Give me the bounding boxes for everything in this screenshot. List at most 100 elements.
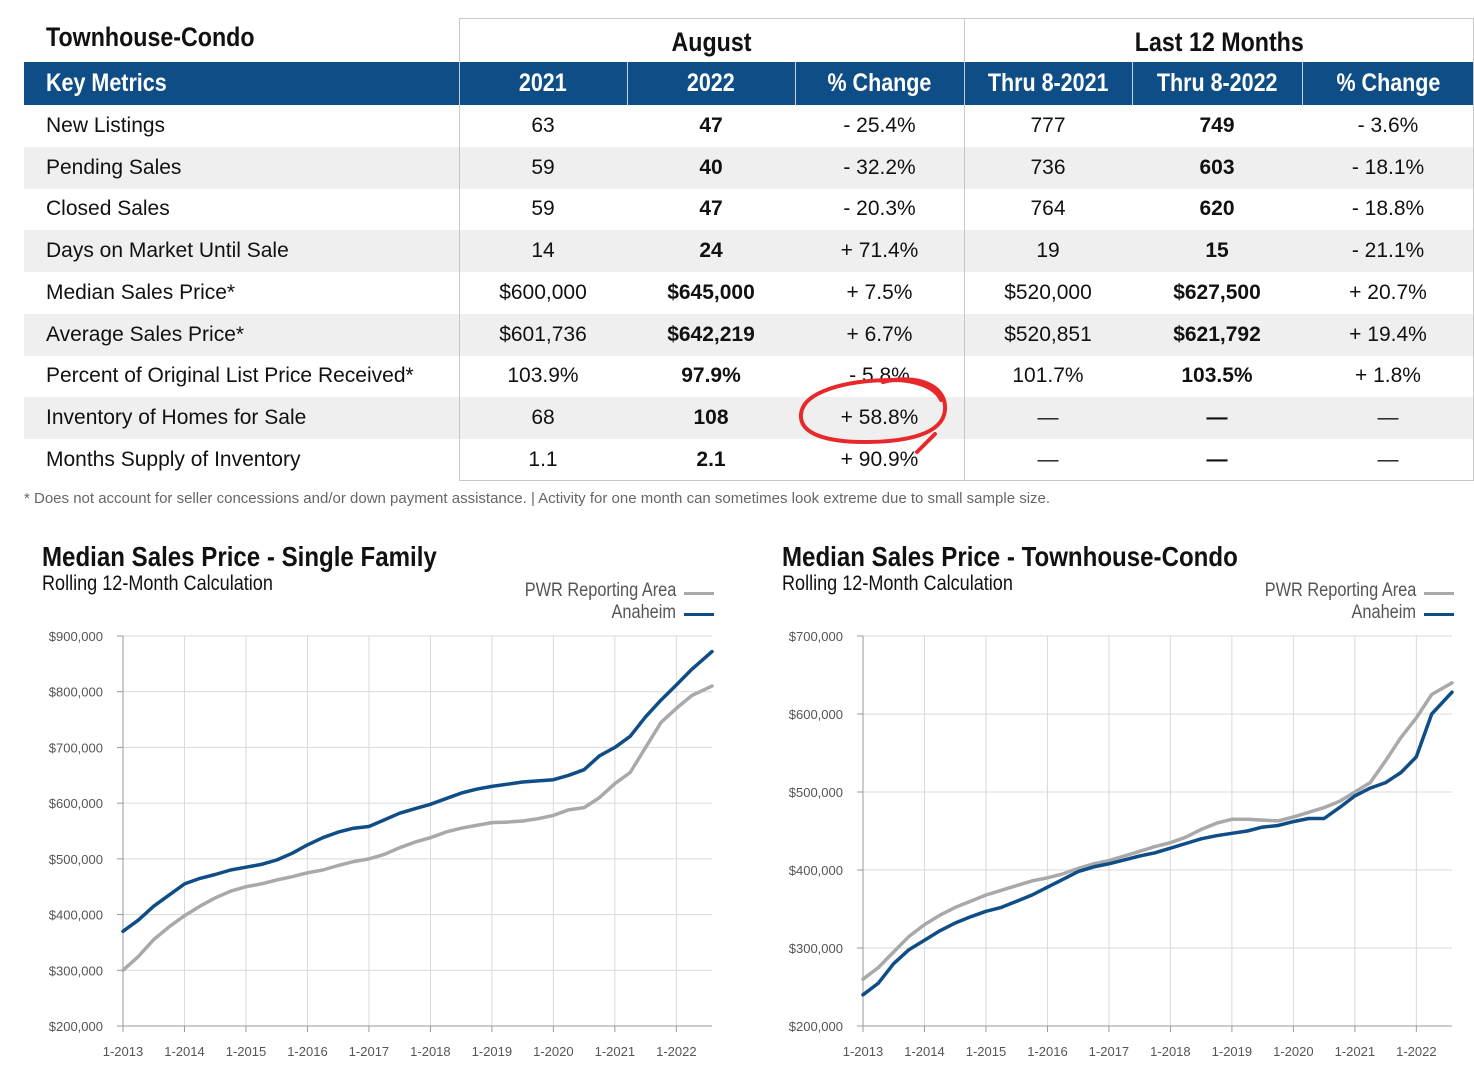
metric-value: 2.1 bbox=[696, 447, 726, 471]
metric-value: 1.1 bbox=[528, 447, 558, 471]
y-tick-label: $700,000 bbox=[789, 629, 843, 644]
metric-value: - 18.8% bbox=[1351, 197, 1425, 221]
metric-value: $520,000 bbox=[1004, 280, 1092, 304]
header-divider bbox=[627, 62, 628, 105]
metric-value: $601,736 bbox=[499, 322, 587, 346]
series-line-anaheim bbox=[861, 690, 1454, 997]
metric-label: New Listings bbox=[46, 114, 166, 137]
y-tick-label: $300,000 bbox=[789, 941, 843, 956]
metric-value: $621,792 bbox=[1173, 322, 1261, 346]
metric-value: 59 bbox=[531, 197, 555, 221]
chart-1-subtitle: Rolling 12-Month Calculation bbox=[42, 572, 273, 595]
chart-1-plot: $200,000 $300,000 $400,000 $500,000 $600,000… bbox=[49, 629, 714, 1059]
header-label: % Change bbox=[827, 69, 932, 97]
header-aug-2021: 2021 bbox=[459, 62, 627, 105]
header-divider bbox=[795, 62, 796, 105]
x-tick-label: 1-2018 bbox=[1150, 1044, 1190, 1059]
metric-label: Months Supply of Inventory bbox=[46, 447, 301, 471]
metric-value: 736 bbox=[1030, 155, 1066, 179]
x-tick-label: 1-2019 bbox=[1212, 1044, 1252, 1059]
y-tick-label: $400,000 bbox=[49, 908, 103, 923]
metric-label: Pending Sales bbox=[46, 155, 182, 179]
metric-value: — bbox=[1206, 447, 1228, 471]
metric-label: Days on Market Until Sale bbox=[46, 239, 289, 263]
header-label: Key Metrics bbox=[46, 69, 167, 97]
chart-2-title: Median Sales Price - Townhouse-Condo bbox=[782, 541, 1238, 572]
metric-value: 24 bbox=[699, 239, 723, 263]
metric-value: 14 bbox=[531, 239, 555, 263]
metric-value: — bbox=[1377, 405, 1399, 429]
metric-value: 59 bbox=[531, 155, 555, 179]
section-title: Townhouse-Condo bbox=[46, 22, 255, 52]
header-label: Thru 8-2022 bbox=[1156, 69, 1278, 97]
metric-value: 47 bbox=[699, 114, 723, 137]
group-header-august: August bbox=[459, 24, 964, 62]
metric-value: — bbox=[1037, 447, 1059, 471]
metric-value: 63 bbox=[531, 114, 555, 137]
table-divider bbox=[964, 18, 965, 481]
header-divider bbox=[1302, 62, 1303, 105]
x-tick-label: 1-2019 bbox=[472, 1044, 512, 1059]
x-tick-label: 1-2016 bbox=[1027, 1044, 1067, 1059]
metric-value: + 58.8% bbox=[840, 405, 919, 429]
metric-value: - 32.2% bbox=[843, 155, 916, 179]
metric-value: 620 bbox=[1199, 197, 1235, 221]
chart-2-plot: $200,000 $300,000 $400,000 $500,000 $600,000… bbox=[789, 629, 1454, 1059]
metric-value: - 20.3% bbox=[843, 197, 916, 221]
group-header-august-label: August bbox=[671, 27, 752, 57]
metric-value: 19 bbox=[1036, 239, 1060, 263]
y-tick-label: $400,000 bbox=[789, 863, 843, 878]
metric-value: $645,000 bbox=[667, 280, 755, 304]
x-tick-label: 1-2017 bbox=[1089, 1044, 1129, 1059]
x-tick-label: 1-2022 bbox=[656, 1044, 696, 1059]
chart-2-legend-pwr: PWR Reporting Area bbox=[1264, 580, 1416, 601]
chart-2-legend-pwr-swatch bbox=[1424, 592, 1454, 595]
y-tick-label: $800,000 bbox=[49, 685, 103, 700]
table-header-row bbox=[24, 62, 1474, 105]
metric-value: $520,851 bbox=[1004, 322, 1092, 346]
metric-value: 40 bbox=[699, 155, 723, 179]
metric-value: 777 bbox=[1030, 114, 1066, 137]
metric-value: $627,500 bbox=[1173, 280, 1261, 304]
x-tick-label: 1-2013 bbox=[843, 1044, 883, 1059]
metric-label: Average Sales Price* bbox=[46, 322, 245, 346]
group-header-last12-label: Last 12 Months bbox=[1134, 27, 1304, 57]
header-key-metrics: Key Metrics bbox=[46, 62, 346, 105]
table-row bbox=[24, 230, 1474, 273]
metric-value: $642,219 bbox=[667, 322, 755, 346]
y-tick-label: $600,000 bbox=[789, 707, 843, 722]
table-bottom-border bbox=[459, 480, 1474, 481]
x-tick-label: 1-2014 bbox=[164, 1044, 204, 1059]
metric-value: - 25.4% bbox=[843, 114, 916, 137]
table-row bbox=[24, 146, 1474, 189]
header-aug-2022: 2022 bbox=[627, 62, 795, 105]
header-label: 2021 bbox=[519, 69, 567, 97]
y-tick-label: $200,000 bbox=[49, 1019, 103, 1034]
x-tick-label: 1-2021 bbox=[1335, 1044, 1375, 1059]
y-tick-label: $900,000 bbox=[49, 629, 103, 644]
x-tick-label: 1-2022 bbox=[1396, 1044, 1436, 1059]
header-ttm-change: % Change bbox=[1302, 62, 1474, 105]
metric-value: - 21.1% bbox=[1351, 239, 1425, 263]
x-tick-label: 1-2018 bbox=[410, 1044, 450, 1059]
metric-value: + 90.9% bbox=[840, 447, 919, 471]
x-tick-label: 1-2020 bbox=[533, 1044, 573, 1059]
group-header-last-12-months: Last 12 Months bbox=[964, 24, 1474, 62]
x-tick-label: 1-2016 bbox=[287, 1044, 327, 1059]
header-thru-2021: Thru 8-2021 bbox=[964, 62, 1132, 105]
red-circle-annotation bbox=[798, 377, 948, 454]
header-label: % Change bbox=[1336, 69, 1440, 97]
chart-2-legend-anaheim-swatch bbox=[1424, 613, 1454, 616]
y-tick-label: $700,000 bbox=[49, 740, 103, 755]
table-row bbox=[24, 313, 1474, 356]
header-label: 2022 bbox=[687, 69, 735, 97]
metric-value: 97.9% bbox=[681, 364, 741, 388]
header-divider bbox=[1132, 62, 1133, 105]
chart-1-legend-anaheim-swatch bbox=[684, 613, 714, 616]
metric-label: Percent of Original List Price Received* bbox=[46, 364, 414, 388]
metric-value: + 1.8% bbox=[1355, 364, 1421, 388]
x-tick-label: 1-2021 bbox=[595, 1044, 635, 1059]
metric-label: Inventory of Homes for Sale bbox=[46, 405, 307, 429]
chart-1-title: Median Sales Price - Single Family bbox=[42, 541, 437, 572]
metric-value: — bbox=[1377, 447, 1399, 471]
